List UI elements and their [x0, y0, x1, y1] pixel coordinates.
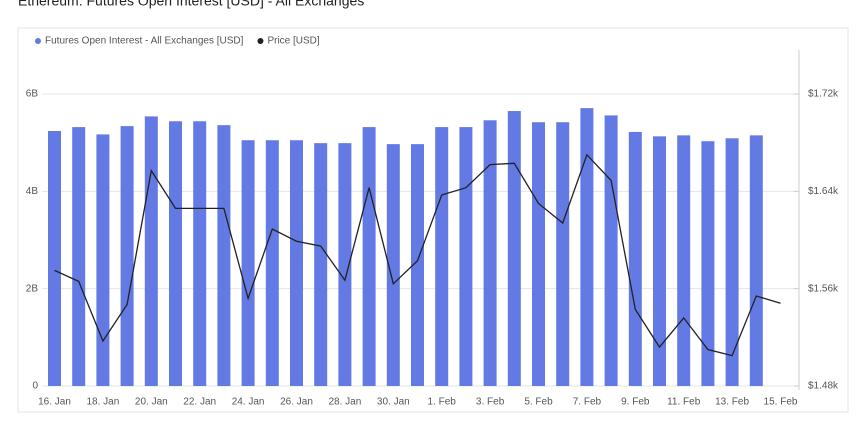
x-tick-label: 26. Jan	[280, 397, 313, 408]
bar	[556, 122, 570, 386]
bar	[144, 116, 158, 387]
bar	[677, 135, 691, 386]
bar	[193, 121, 207, 387]
y2-tick-label: $1.48k	[808, 381, 839, 392]
bar	[96, 134, 110, 386]
bar	[217, 125, 231, 386]
y2-tick-label: $1.64k	[808, 186, 839, 197]
x-tick-label: 24. Jan	[232, 397, 265, 408]
bar	[435, 127, 449, 387]
bar	[338, 143, 352, 386]
x-tick-label: 22. Jan	[183, 397, 216, 408]
x-tick-label: 18. Jan	[86, 397, 119, 408]
bar	[314, 143, 328, 386]
x-tick-label: 1. Feb	[428, 397, 457, 408]
bar	[72, 127, 86, 387]
x-tick-label: 20. Jan	[135, 397, 168, 408]
y-tick-label: 4B	[26, 186, 39, 197]
y2-tick-label: $1.56k	[808, 283, 839, 294]
chart-frame	[17, 27, 849, 413]
bar	[120, 126, 134, 387]
y-tick-label: 2B	[26, 283, 39, 294]
chart-title: Ethereum: Futures Open Interest [USD] - …	[18, 0, 364, 9]
y-tick-label: 0	[32, 381, 38, 392]
legend-label: Price [USD]	[267, 36, 319, 47]
legend-marker	[35, 38, 41, 44]
bar	[48, 130, 61, 386]
bar	[459, 127, 473, 387]
x-tick-label: 28. Jan	[328, 397, 361, 408]
x-tick-label: 5. Feb	[524, 397, 553, 408]
bar	[725, 138, 739, 386]
x-tick-label: 16. Jan	[38, 397, 71, 408]
bar	[241, 140, 255, 386]
bar	[701, 141, 715, 386]
bar	[411, 144, 424, 386]
bar	[483, 120, 497, 386]
bar	[265, 140, 279, 386]
bar	[362, 127, 376, 387]
x-tick-label: 11. Feb	[667, 397, 701, 408]
bar	[290, 140, 303, 386]
bar	[653, 136, 666, 386]
x-tick-label: 9. Feb	[621, 397, 650, 408]
bar	[604, 115, 618, 386]
x-tick-label: 7. Feb	[573, 397, 602, 408]
bar	[532, 122, 545, 386]
bar	[628, 131, 642, 386]
legend-label: Futures Open Interest - All Exchanges [U…	[45, 36, 244, 47]
bar	[507, 111, 521, 387]
x-tick-label: 30. Jan	[377, 397, 410, 408]
x-tick-label: 15. Feb	[764, 397, 798, 408]
price-line	[54, 153, 781, 357]
x-tick-label: 3. Feb	[476, 397, 505, 408]
y-tick-label: 6B	[26, 89, 39, 100]
bar	[580, 108, 594, 386]
bar	[749, 135, 763, 386]
x-tick-label: 13. Feb	[715, 397, 749, 408]
y2-tick-label: $1.72k	[808, 89, 839, 100]
legend-marker	[257, 38, 264, 44]
bar	[169, 121, 182, 387]
bar	[386, 144, 400, 386]
